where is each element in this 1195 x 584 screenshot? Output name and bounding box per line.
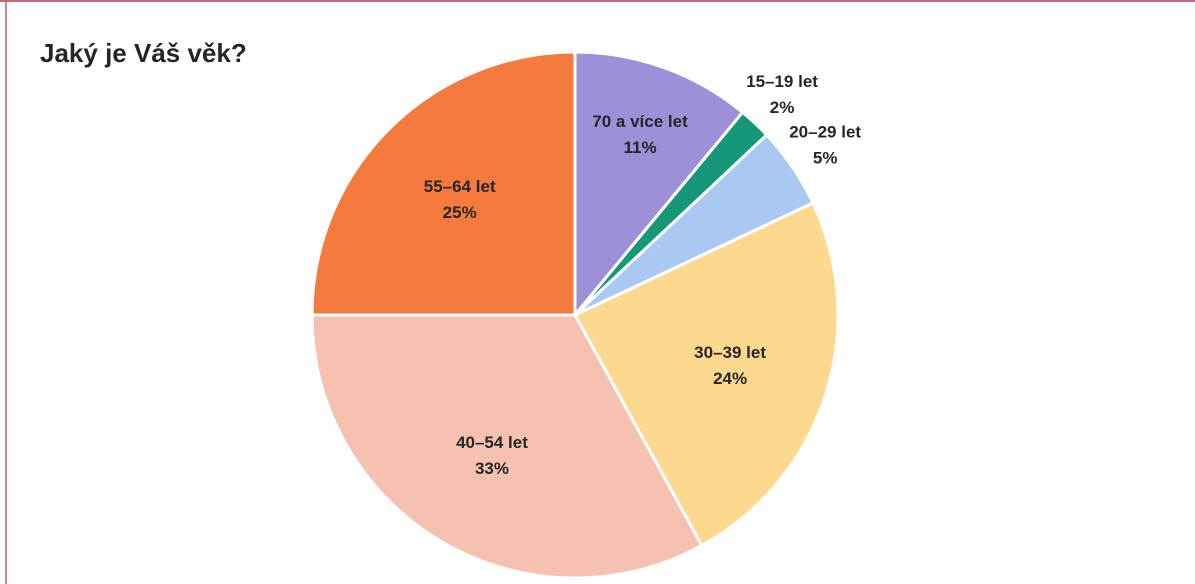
chart-title: Jaký je Váš věk?: [40, 38, 247, 68]
pie-slice: [572, 201, 840, 548]
slice-label: 20–29 let: [789, 122, 861, 141]
pie-slice: [310, 313, 704, 580]
slice-value: 2%: [770, 98, 795, 117]
slice-value: 5%: [813, 148, 838, 167]
slice-label: 55–64 let: [424, 177, 496, 196]
slice-label: 30–39 let: [694, 343, 766, 362]
pie-slice: [310, 50, 577, 317]
slice-value: 24%: [713, 369, 747, 388]
slice-value: 11%: [623, 138, 656, 157]
slice-label: 15–19 let: [746, 72, 818, 91]
slice-value: 33%: [475, 459, 509, 478]
slice-label: 70 a více let: [592, 112, 688, 131]
pie-slice: [573, 50, 745, 320]
slice-value: 25%: [443, 203, 477, 222]
slice-label: 40–54 let: [456, 433, 528, 452]
